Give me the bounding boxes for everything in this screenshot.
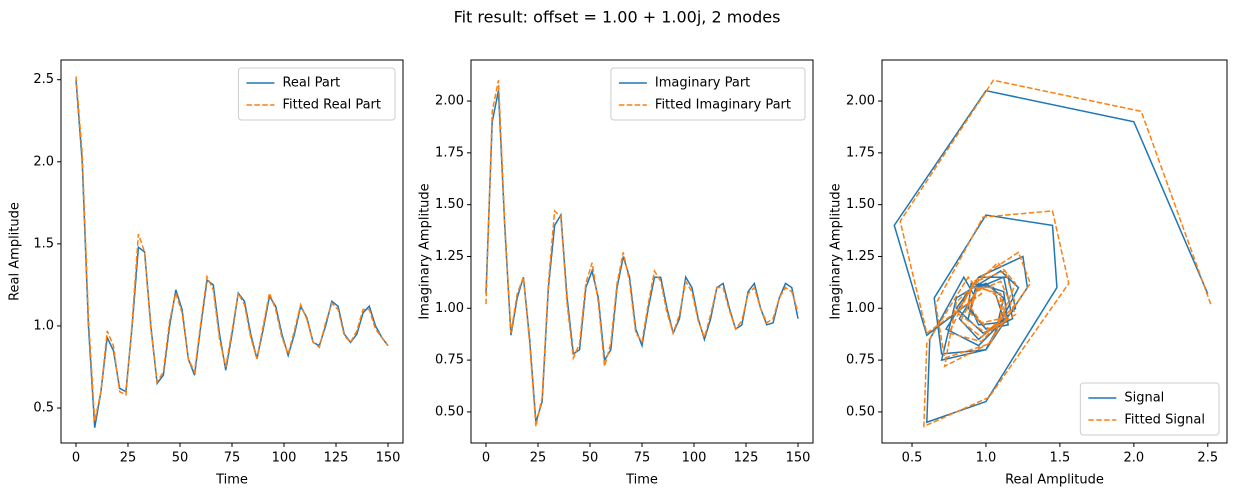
series-line — [485, 80, 799, 427]
x-tick-label: 2.0 — [1123, 451, 1144, 466]
x-axis-label: Time — [215, 473, 248, 488]
legend: Signal Fitted Signal — [1088, 391, 1205, 428]
legend-box — [610, 67, 806, 121]
legend-label: Fitted Real Part — [282, 98, 381, 113]
series-line — [485, 90, 799, 423]
legend-label: Fitted Signal — [1124, 413, 1205, 428]
axes-frame — [470, 59, 814, 444]
legend-box — [1079, 382, 1220, 436]
y-tick-label: 1.75 — [846, 145, 875, 160]
legend: Real Part Fitted Real Part — [246, 76, 381, 113]
figure-title: Fit result: offset = 1.00 + 1.00j, 2 mod… — [454, 8, 781, 27]
x-tick-label: 0 — [482, 451, 490, 466]
y-tick-label: 1.75 — [435, 145, 464, 160]
series-line — [75, 76, 389, 422]
y-tick-label: 1.25 — [435, 249, 464, 264]
x-tick-label: 100 — [272, 451, 297, 466]
x-tick-label: 150 — [376, 451, 401, 466]
x-tick-label: 100 — [682, 451, 707, 466]
y-tick-label: 0.50 — [846, 404, 875, 419]
x-tick-label: 25 — [120, 451, 137, 466]
y-tick-label: 1.5 — [33, 236, 54, 251]
x-tick-label: 25 — [530, 451, 547, 466]
x-tick-label: 0 — [72, 451, 80, 466]
y-tick-label: 2.5 — [33, 72, 54, 87]
series-line — [893, 89, 1209, 424]
y-axis-label: Imaginary Amplitude — [829, 183, 844, 319]
y-tick-label: 0.75 — [846, 353, 875, 368]
x-tick-label: 125 — [324, 451, 349, 466]
y-tick-label: 1.50 — [435, 197, 464, 212]
x-tick-label: 50 — [582, 451, 599, 466]
x-tick-label: 50 — [172, 451, 189, 466]
x-tick-label: 150 — [786, 451, 811, 466]
y-tick-label: 0.5 — [33, 401, 54, 416]
y-tick-label: 2.00 — [846, 94, 875, 109]
x-tick-label: 1.0 — [976, 451, 997, 466]
legend-label: Fitted Imaginary Part — [655, 98, 791, 113]
legend-label: Imaginary Part — [655, 76, 750, 91]
legend-box — [237, 67, 396, 121]
y-tick-label: 0.75 — [435, 353, 464, 368]
y-tick-label: 1.00 — [846, 301, 875, 316]
x-axis-label: Time — [625, 473, 658, 488]
y-tick-label: 1.0 — [33, 318, 54, 333]
legend-label: Real Part — [282, 76, 340, 91]
axes-frame — [881, 59, 1228, 444]
x-axis-label: Real Amplitude — [1005, 473, 1104, 488]
y-tick-label: 1.25 — [846, 249, 875, 264]
y-tick-label: 2.0 — [33, 154, 54, 169]
x-tick-label: 2.5 — [1197, 451, 1218, 466]
y-tick-label: 1.00 — [435, 301, 464, 316]
legend-label: Signal — [1124, 391, 1164, 406]
y-tick-label: 1.50 — [846, 197, 875, 212]
series-line — [75, 79, 389, 428]
x-tick-label: 125 — [734, 451, 759, 466]
y-axis-label: Imaginary Amplitude — [418, 183, 433, 319]
y-axis-label: Real Amplitude — [8, 202, 23, 301]
axes-frame — [60, 59, 404, 444]
y-tick-label: 2.00 — [435, 94, 464, 109]
series-line — [899, 79, 1212, 428]
x-tick-label: 1.5 — [1050, 451, 1071, 466]
x-tick-label: 75 — [224, 451, 241, 466]
x-tick-label: 75 — [634, 451, 651, 466]
x-tick-label: 0.5 — [902, 451, 923, 466]
legend: Imaginary Part Fitted Imaginary Part — [618, 76, 791, 113]
y-tick-label: 0.50 — [435, 404, 464, 419]
